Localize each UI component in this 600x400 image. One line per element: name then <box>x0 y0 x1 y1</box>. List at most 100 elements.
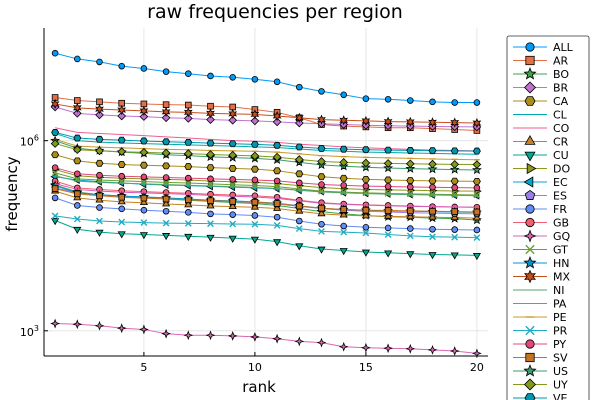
legend-marker <box>524 151 536 162</box>
series-line <box>54 175 477 197</box>
data-point <box>118 193 126 201</box>
data-point <box>51 194 59 202</box>
data-point <box>51 212 59 220</box>
legend-marker <box>523 364 537 377</box>
legend-label: UY <box>553 379 568 392</box>
data-point <box>427 344 438 355</box>
data-point <box>206 115 215 124</box>
legend-label: GB <box>553 217 569 230</box>
data-point <box>318 88 325 95</box>
data-point <box>429 225 436 233</box>
legend-item: GT <box>513 244 568 257</box>
legend-label: CO <box>553 122 570 135</box>
legend-item: HN <box>513 256 570 270</box>
series-line <box>54 52 477 104</box>
data-point <box>139 112 149 121</box>
series-co <box>54 127 477 152</box>
data-point <box>383 159 393 168</box>
data-point <box>338 341 349 352</box>
legend-label: PA <box>553 298 567 311</box>
data-point <box>250 151 260 161</box>
data-point <box>272 117 282 127</box>
legend-label: HN <box>553 257 570 270</box>
data-point <box>185 174 192 182</box>
data-point <box>162 219 170 227</box>
data-point <box>72 319 83 330</box>
data-point <box>140 194 148 202</box>
legend-item: GQ <box>513 229 571 243</box>
data-point <box>73 134 82 142</box>
data-point <box>339 115 349 126</box>
data-point <box>295 143 304 151</box>
data-point <box>162 233 171 241</box>
legend-marker <box>525 325 535 336</box>
data-point <box>273 222 281 229</box>
legend-item: VE <box>513 392 568 400</box>
data-point <box>318 220 325 228</box>
series-br <box>50 102 482 132</box>
data-point <box>406 183 414 191</box>
data-point <box>405 159 415 169</box>
data-point <box>162 207 170 215</box>
data-point <box>317 157 326 166</box>
legend-item: GB <box>513 217 569 230</box>
data-point <box>318 204 325 212</box>
data-point <box>161 113 171 123</box>
series-uy <box>50 139 482 169</box>
legend-label: ALL <box>553 41 574 54</box>
legend-marker <box>525 55 535 66</box>
data-point <box>317 209 326 217</box>
data-point <box>95 146 104 156</box>
data-point <box>317 173 326 181</box>
data-point <box>162 101 170 108</box>
data-point <box>295 243 304 251</box>
legend-item: PA <box>513 298 567 311</box>
data-point <box>72 109 82 118</box>
data-point <box>273 167 282 175</box>
legend-label: CU <box>553 149 569 162</box>
data-point <box>162 199 171 207</box>
legend-marker <box>525 352 535 363</box>
legend-item: FR <box>513 203 567 216</box>
data-point <box>96 217 103 225</box>
data-point <box>251 176 259 184</box>
legend-marker <box>523 81 537 94</box>
data-point <box>72 145 82 155</box>
data-point <box>383 116 393 127</box>
data-point <box>95 110 104 120</box>
series-es <box>51 183 481 218</box>
legend-item: PY <box>513 338 566 351</box>
data-point <box>294 336 305 347</box>
plot-frame <box>43 28 488 357</box>
legend-marker <box>525 339 535 349</box>
legend-marker <box>523 229 537 243</box>
data-point <box>339 158 349 167</box>
data-point <box>184 163 193 171</box>
data-point <box>405 163 416 173</box>
data-point <box>361 146 370 154</box>
data-point <box>405 116 415 127</box>
data-point <box>361 211 370 219</box>
data-point <box>184 101 192 109</box>
data-point <box>185 70 192 78</box>
series-layer <box>50 49 482 359</box>
data-point <box>95 195 104 203</box>
data-point <box>272 152 282 162</box>
data-point <box>206 201 215 209</box>
data-point <box>162 195 170 203</box>
data-point <box>139 197 148 206</box>
data-point <box>161 106 171 117</box>
data-point <box>295 83 303 91</box>
data-point <box>139 105 149 116</box>
legend-marker <box>526 162 537 175</box>
data-point <box>74 202 81 209</box>
data-point <box>228 150 238 160</box>
legend-item: ALL <box>513 41 574 54</box>
data-point <box>429 207 436 215</box>
data-point <box>451 191 459 198</box>
data-point <box>339 210 348 218</box>
data-point <box>139 137 148 145</box>
data-point <box>429 183 436 191</box>
series-ve <box>51 129 481 155</box>
